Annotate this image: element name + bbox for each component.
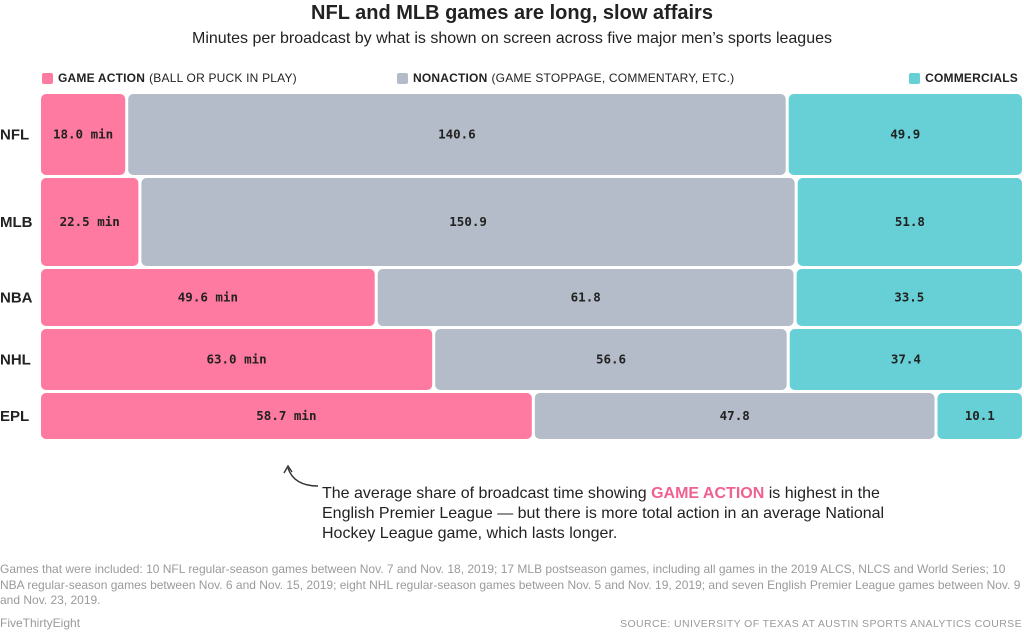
bar-epl-commercials xyxy=(937,393,1022,439)
legend-item-nonaction: NONACTION (GAME STOPPAGE, COMMENTARY, ET… xyxy=(397,71,734,85)
bar-label-mlb-nonaction: 150.9 xyxy=(449,214,487,229)
bar-nfl-game-action xyxy=(41,94,126,175)
league-label-epl: EPL xyxy=(0,408,29,425)
bar-label-nba-commercials: 33.5 xyxy=(894,290,924,305)
bar-nfl-commercials xyxy=(788,94,1022,175)
brand-logo-text: FiveThirtyEight xyxy=(0,616,81,630)
bar-nba-commercials xyxy=(796,269,1022,326)
legend-desc-nonaction: (GAME STOPPAGE, COMMENTARY, ETC.) xyxy=(491,71,735,85)
bar-label-nhl-commercials: 37.4 xyxy=(891,352,921,367)
stacked-bar-chart: NFL 18.0 min 140.6 49.9 MLB 22.5 min 150.9 51.8… xyxy=(0,94,1022,439)
annotation-before: The average share of broadcast time show… xyxy=(322,485,652,502)
annotation-text: The average share of broadcast time show… xyxy=(322,484,922,544)
bar-nfl-nonaction xyxy=(128,94,786,175)
bar-label-epl-nonaction: 47.8 xyxy=(720,408,750,423)
bar-nhl-game-action xyxy=(41,329,433,390)
bar-label-mlb-commercials: 51.8 xyxy=(895,214,925,229)
footnote: Games that were included: 10 NFL regular… xyxy=(0,562,1021,607)
bar-nba-game-action xyxy=(41,269,375,326)
bar-nba-nonaction xyxy=(377,269,794,326)
bar-mlb-game-action xyxy=(41,178,139,266)
league-label-mlb: MLB xyxy=(0,214,33,231)
league-label-nfl: NFL xyxy=(0,127,29,144)
bar-epl-game-action xyxy=(41,393,532,439)
league-label-nhl: NHL xyxy=(0,352,31,369)
bar-nhl-commercials xyxy=(789,329,1022,390)
chart-subtitle: Minutes per broadcast by what is shown o… xyxy=(191,30,832,47)
bar-label-epl-game-action: 58.7 min xyxy=(256,408,316,423)
bar-label-nfl-commercials: 49.9 xyxy=(890,127,920,142)
bar-nhl-nonaction xyxy=(435,329,787,390)
annotation-after: is highest in the English Premier League… xyxy=(322,485,885,542)
legend-item-commercials: COMMERCIALS xyxy=(909,71,1022,85)
legend-swatch-nonaction xyxy=(397,72,408,84)
chart-title: NFL and MLB games are long, slow affairs xyxy=(311,2,713,24)
legend-swatch-commercials xyxy=(909,72,921,84)
bar-label-mlb-game-action: 22.5 min xyxy=(60,214,120,229)
legend-label-commercials: COMMERCIALS xyxy=(925,71,1018,85)
bar-label-nba-game-action: 49.6 min xyxy=(178,290,238,305)
league-label-nba: NBA xyxy=(0,290,33,307)
bar-label-epl-commercials: 10.1 xyxy=(965,408,995,423)
legend-label-nonaction: NONACTION xyxy=(413,71,488,85)
source-note: SOURCE: UNIVERSITY OF TEXAS AT AUSTIN SP… xyxy=(620,618,1022,630)
legend-desc-game-action: (BALL OR PUCK IN PLAY) xyxy=(149,71,297,85)
legend-item-game-action: GAME ACTION (BALL OR PUCK IN PLAY) xyxy=(42,71,297,85)
bar-mlb-commercials xyxy=(797,178,1022,266)
bar-mlb-nonaction xyxy=(141,178,795,266)
bar-label-nfl-nonaction: 140.6 xyxy=(438,127,476,142)
bar-epl-nonaction xyxy=(534,393,935,439)
bar-label-nfl-game-action: 18.0 min xyxy=(53,127,113,142)
annotation-arrow-icon xyxy=(283,464,319,487)
legend-swatch-game-action xyxy=(42,72,53,84)
legend-label-game-action: GAME ACTION xyxy=(58,71,146,85)
bar-label-nba-nonaction: 61.8 xyxy=(571,290,601,305)
bar-label-nhl-game-action: 63.0 min xyxy=(206,352,266,367)
bar-label-nhl-nonaction: 56.6 xyxy=(596,352,626,367)
annotation-highlight: GAME ACTION xyxy=(651,485,765,502)
